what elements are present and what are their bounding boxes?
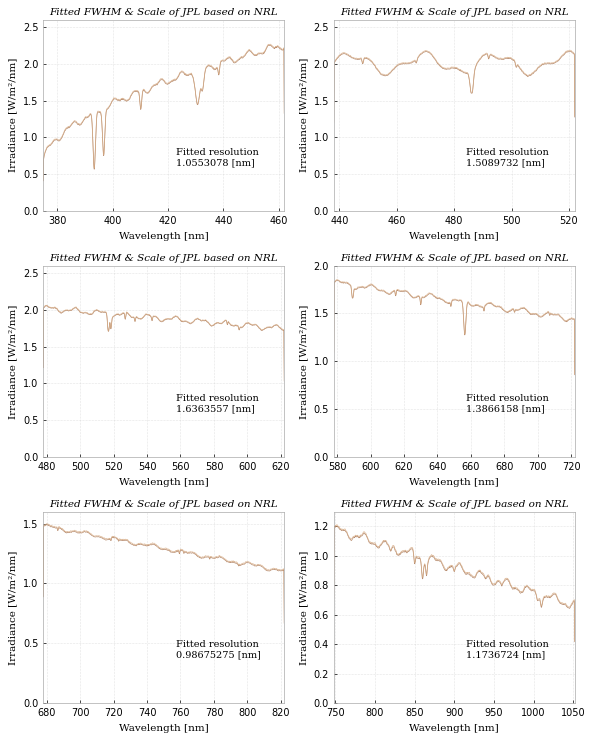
Text: Fitted resolution
1.3866158 [nm]: Fitted resolution 1.3866158 [nm]: [466, 393, 549, 413]
Y-axis label: Irradiance [W/m²/nm]: Irradiance [W/m²/nm]: [8, 58, 17, 173]
X-axis label: Wavelength [nm]: Wavelength [nm]: [409, 724, 499, 733]
Y-axis label: Irradiance [W/m²/nm]: Irradiance [W/m²/nm]: [299, 305, 308, 419]
Y-axis label: Irradiance [W/m²/nm]: Irradiance [W/m²/nm]: [299, 58, 308, 173]
X-axis label: Wavelength [nm]: Wavelength [nm]: [119, 231, 208, 241]
Title: Fitted FWHM & Scale of JPL based on NRL: Fitted FWHM & Scale of JPL based on NRL: [49, 254, 278, 263]
Text: Fitted resolution
1.6363557 [nm]: Fitted resolution 1.6363557 [nm]: [176, 393, 258, 413]
Title: Fitted FWHM & Scale of JPL based on NRL: Fitted FWHM & Scale of JPL based on NRL: [49, 500, 278, 510]
Y-axis label: Irradiance [W/m²/nm]: Irradiance [W/m²/nm]: [8, 305, 17, 419]
X-axis label: Wavelength [nm]: Wavelength [nm]: [409, 478, 499, 487]
Text: Fitted resolution
1.0553078 [nm]: Fitted resolution 1.0553078 [nm]: [176, 147, 258, 167]
Y-axis label: Irradiance [W/m²/nm]: Irradiance [W/m²/nm]: [8, 551, 17, 665]
Title: Fitted FWHM & Scale of JPL based on NRL: Fitted FWHM & Scale of JPL based on NRL: [340, 8, 568, 17]
Text: Fitted resolution
1.5089732 [nm]: Fitted resolution 1.5089732 [nm]: [466, 147, 549, 167]
Title: Fitted FWHM & Scale of JPL based on NRL: Fitted FWHM & Scale of JPL based on NRL: [49, 8, 278, 17]
X-axis label: Wavelength [nm]: Wavelength [nm]: [119, 478, 208, 487]
Text: Fitted resolution
1.1736724 [nm]: Fitted resolution 1.1736724 [nm]: [466, 640, 549, 659]
Text: Fitted resolution
0.98675275 [nm]: Fitted resolution 0.98675275 [nm]: [176, 640, 261, 659]
Y-axis label: Irradiance [W/m²/nm]: Irradiance [W/m²/nm]: [299, 551, 308, 665]
Title: Fitted FWHM & Scale of JPL based on NRL: Fitted FWHM & Scale of JPL based on NRL: [340, 254, 568, 263]
Title: Fitted FWHM & Scale of JPL based on NRL: Fitted FWHM & Scale of JPL based on NRL: [340, 500, 568, 510]
X-axis label: Wavelength [nm]: Wavelength [nm]: [119, 724, 208, 733]
X-axis label: Wavelength [nm]: Wavelength [nm]: [409, 231, 499, 241]
